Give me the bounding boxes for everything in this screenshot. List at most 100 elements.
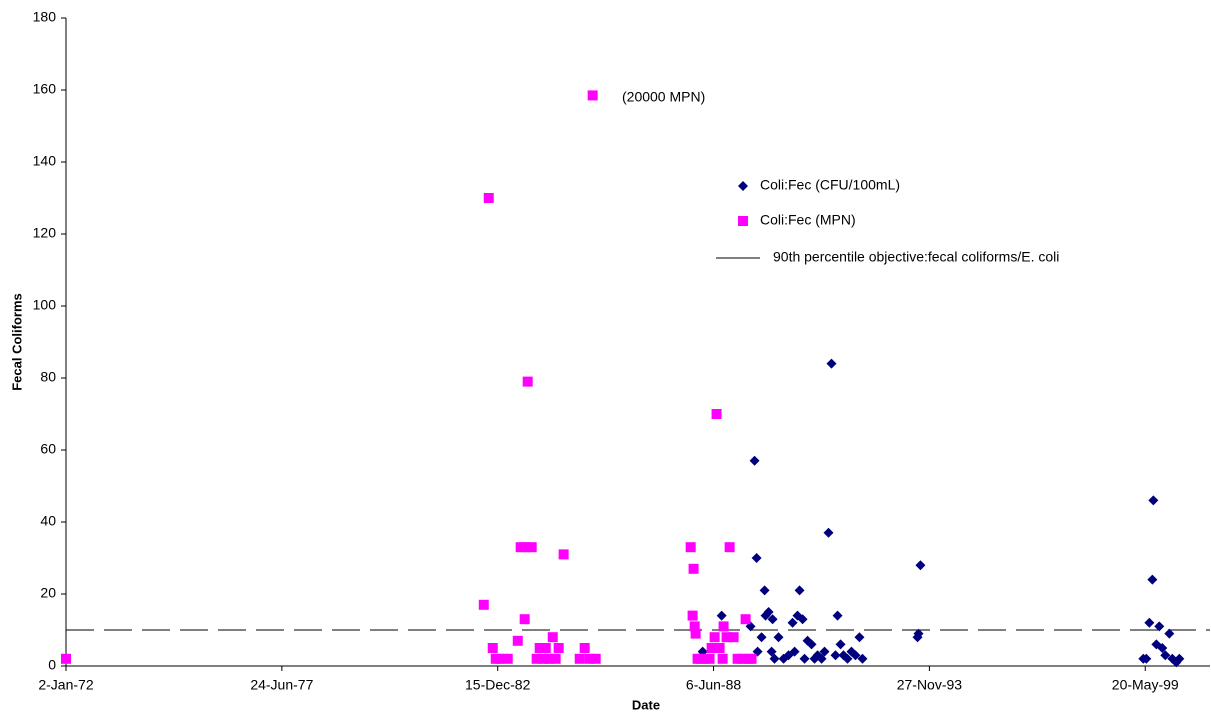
point xyxy=(823,527,834,538)
point xyxy=(751,553,762,563)
point xyxy=(540,643,551,653)
point xyxy=(1141,653,1152,664)
point xyxy=(711,409,722,419)
point xyxy=(915,560,926,571)
point xyxy=(587,90,598,101)
point xyxy=(531,653,542,664)
point xyxy=(1157,643,1168,653)
x-tick-label: 24-Jun-77 xyxy=(250,677,313,693)
annotation: (20000 MPN) xyxy=(622,89,705,105)
x-tick-label: 2-Jan-72 xyxy=(38,677,93,693)
point xyxy=(688,563,699,574)
point xyxy=(584,653,595,664)
point xyxy=(1148,495,1159,506)
legend-marker xyxy=(738,216,748,226)
point xyxy=(1164,628,1175,639)
point xyxy=(706,643,717,653)
point xyxy=(553,643,564,653)
point xyxy=(913,628,924,639)
point xyxy=(534,643,545,653)
point xyxy=(842,653,853,664)
point xyxy=(704,653,715,664)
point xyxy=(736,653,747,664)
point xyxy=(826,358,837,369)
point xyxy=(520,542,531,553)
point xyxy=(763,607,774,617)
point xyxy=(590,653,601,664)
point xyxy=(756,632,767,643)
point xyxy=(1160,650,1171,661)
point xyxy=(526,542,537,553)
point xyxy=(797,614,808,625)
point xyxy=(714,643,725,653)
point xyxy=(579,643,590,653)
point xyxy=(690,628,701,639)
y-axis-label: Fecal Coliforms xyxy=(9,293,24,391)
point xyxy=(789,646,800,657)
point xyxy=(515,542,526,553)
point xyxy=(799,653,810,664)
point xyxy=(685,542,696,553)
y-tick-label: 160 xyxy=(33,81,57,97)
point xyxy=(854,632,865,643)
y-tick-label: 0 xyxy=(48,657,56,673)
point xyxy=(767,614,778,625)
point xyxy=(550,653,561,664)
y-tick-label: 80 xyxy=(40,369,56,385)
point xyxy=(502,653,513,664)
point xyxy=(709,632,720,643)
y-tick-label: 60 xyxy=(40,441,56,457)
point xyxy=(547,632,558,643)
y-tick-label: 140 xyxy=(33,153,57,169)
point xyxy=(721,632,732,643)
point xyxy=(832,610,843,621)
point xyxy=(717,653,728,664)
point xyxy=(746,653,757,664)
point xyxy=(538,653,549,664)
point xyxy=(487,643,498,653)
point xyxy=(522,376,533,387)
point xyxy=(543,653,554,664)
point xyxy=(1147,574,1158,585)
y-tick-label: 20 xyxy=(40,585,56,601)
point xyxy=(749,455,760,466)
point xyxy=(759,585,770,596)
legend-label: Coli:Fec (CFU/100mL) xyxy=(760,177,900,193)
point xyxy=(835,639,846,650)
point xyxy=(1174,653,1185,664)
point xyxy=(558,549,569,560)
y-tick-label: 100 xyxy=(33,297,57,313)
legend-label: Coli:Fec (MPN) xyxy=(760,212,856,228)
point xyxy=(857,653,868,664)
point xyxy=(494,653,505,664)
legend-label: 90th percentile objective:fecal coliform… xyxy=(773,249,1059,265)
point xyxy=(512,635,523,646)
point xyxy=(728,632,739,643)
point xyxy=(1144,617,1155,628)
point xyxy=(819,646,830,657)
x-tick-label: 15-Dec-82 xyxy=(465,677,531,693)
point xyxy=(718,621,729,632)
point xyxy=(806,639,817,650)
y-tick-label: 40 xyxy=(40,513,56,529)
point xyxy=(766,646,777,657)
y-tick-label: 180 xyxy=(33,9,57,25)
point xyxy=(61,653,71,664)
x-axis-label: Date xyxy=(632,697,660,712)
point xyxy=(769,653,780,664)
point xyxy=(687,610,698,621)
x-tick-label: 27-Nov-93 xyxy=(897,677,963,693)
point xyxy=(519,614,530,625)
point xyxy=(794,585,805,596)
point xyxy=(740,614,751,625)
x-tick-label: 6-Jun-88 xyxy=(686,677,741,693)
point xyxy=(787,617,798,628)
point xyxy=(1154,621,1165,632)
point xyxy=(574,653,585,664)
point xyxy=(478,599,489,610)
point xyxy=(724,542,735,553)
point xyxy=(689,621,700,632)
point xyxy=(483,193,494,203)
